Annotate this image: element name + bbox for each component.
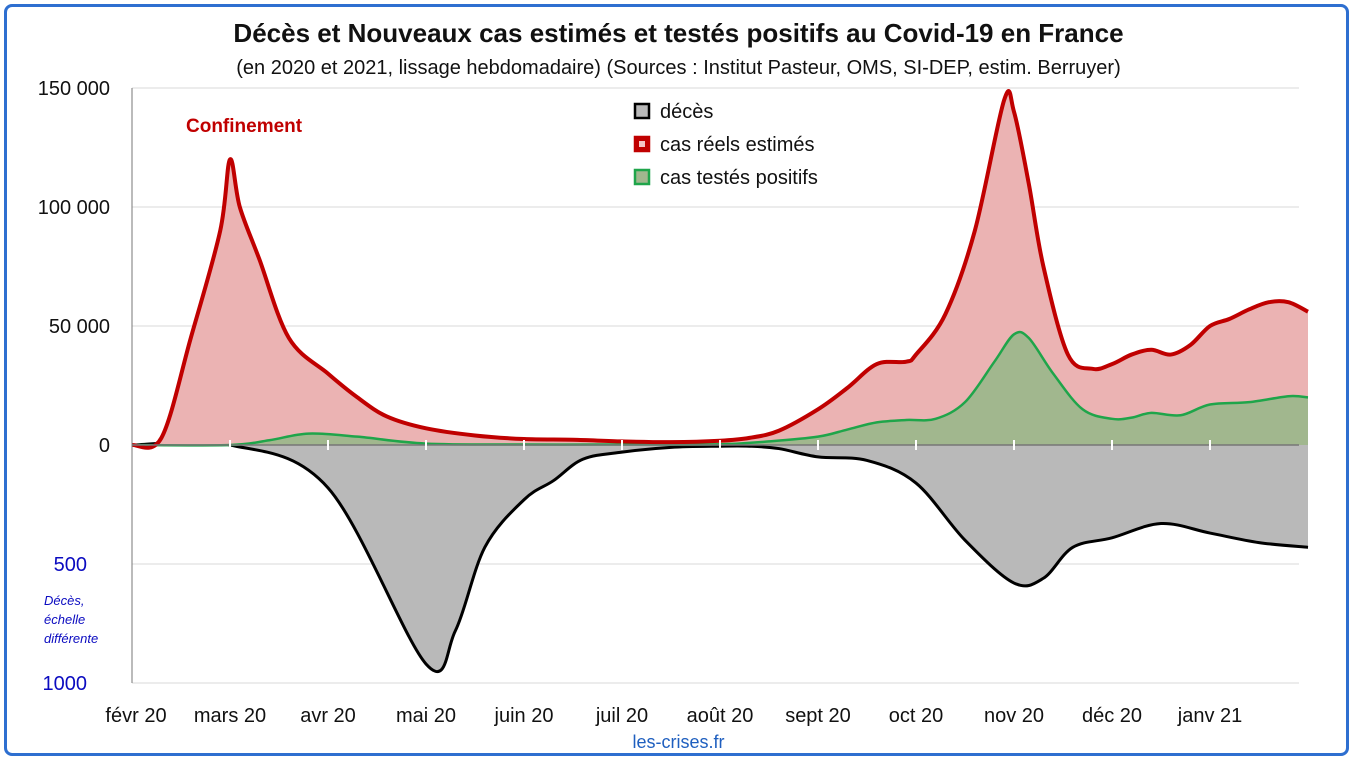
lower-axis-note-1: échelle <box>44 612 85 627</box>
x-tick-label-5: juil 20 <box>595 705 648 727</box>
x-tick-label-6: août 20 <box>687 705 754 727</box>
y-tick-label-lower-1: 1000 <box>43 673 88 695</box>
grid-lines <box>132 87 1299 684</box>
chart-title: Décès et Nouveaux cas estimés et testés … <box>233 18 1124 48</box>
line-cas-reels <box>131 89 1309 450</box>
y-tick-label-upper-0: 150 000 <box>38 78 110 100</box>
y-tick-label-upper-1: 100 000 <box>38 197 110 219</box>
legend-label-2: cas testés positifs <box>660 167 818 189</box>
chart-subtitle: (en 2020 et 2021, lissage hebdomadaire) … <box>236 57 1121 79</box>
y-tick-label-upper-2: 50 000 <box>49 316 110 338</box>
line-deces <box>131 440 1309 673</box>
annotation-confinement: Confinement <box>186 116 303 137</box>
area-cas-testes <box>132 331 1308 446</box>
x-tick-label-0: févr 20 <box>105 705 166 727</box>
y-tick-label-lower-0: 500 <box>54 554 87 576</box>
legend-swatch-inner-1 <box>639 141 645 147</box>
x-tick-label-7: sept 20 <box>785 705 851 727</box>
area-deces <box>132 441 1308 672</box>
data-areas <box>131 89 1309 673</box>
legend: décès cas réels estimés cas testés positif… <box>633 101 818 189</box>
axis-labels: 150 000 100 000 50 000 0 500 1000 Décès, échell… <box>38 78 1243 727</box>
x-tick-label-4: juin 20 <box>494 705 554 727</box>
y-tick-label-upper-3: 0 <box>99 435 110 457</box>
x-tick-label-9: nov 20 <box>984 705 1044 727</box>
line-cas-testes <box>131 330 1309 447</box>
legend-label-1: cas réels estimés <box>660 134 815 156</box>
x-tick-label-2: avr 20 <box>300 705 356 727</box>
legend-label-0: décès <box>660 101 713 123</box>
source-credit: les-crises.fr <box>632 732 725 752</box>
x-tick-label-11: janv 21 <box>1177 705 1243 727</box>
x-tick-label-3: mai 20 <box>396 705 456 727</box>
axes <box>131 88 1299 683</box>
legend-swatch-2 <box>633 168 651 186</box>
lower-axis-note-2: différente <box>44 631 98 646</box>
x-tick-label-8: oct 20 <box>889 705 943 727</box>
lower-axis-note-0: Décès, <box>44 593 84 608</box>
x-tick-label-10: déc 20 <box>1082 705 1142 727</box>
legend-swatch-0 <box>633 102 651 120</box>
x-tick-label-1: mars 20 <box>194 705 266 727</box>
